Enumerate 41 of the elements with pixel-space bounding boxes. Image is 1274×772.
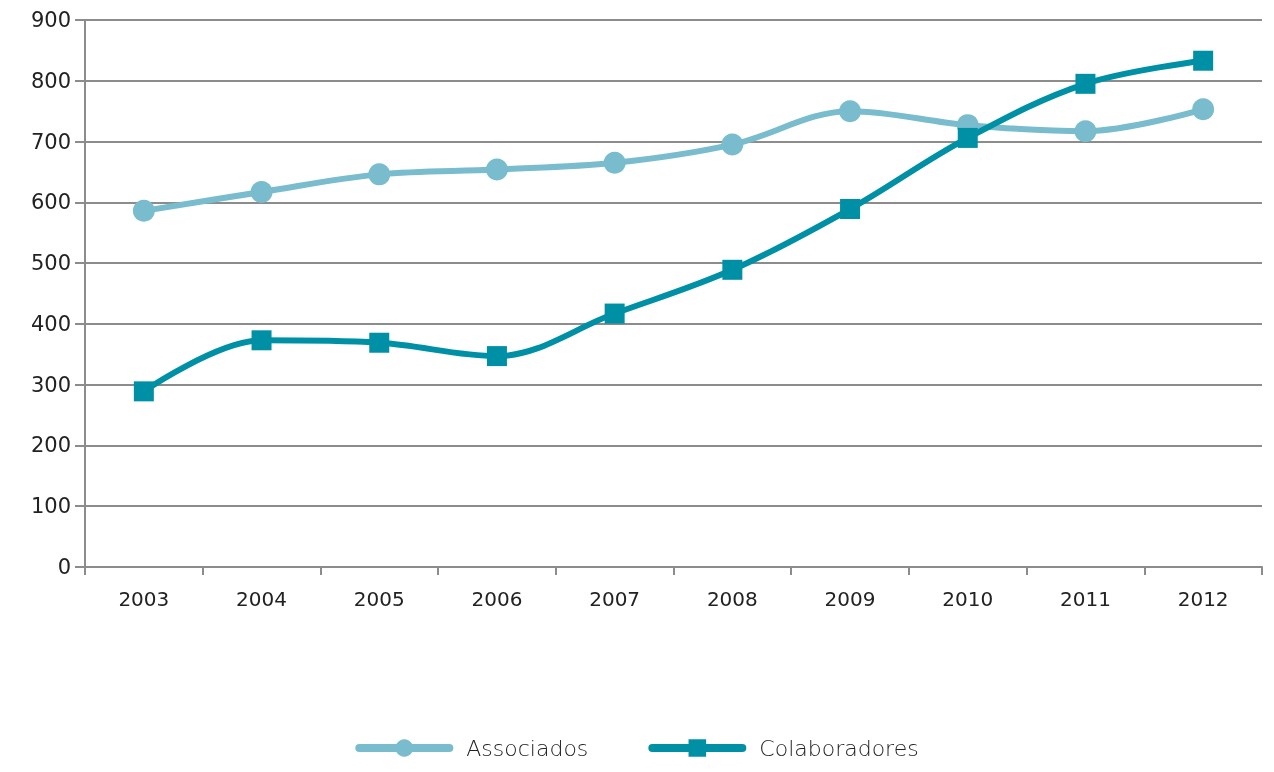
point bbox=[839, 100, 862, 123]
point bbox=[721, 133, 744, 156]
point bbox=[840, 199, 861, 220]
x-tick-label: 2003 bbox=[118, 587, 170, 611]
x-tick-label: 2012 bbox=[1177, 587, 1229, 611]
point bbox=[603, 151, 626, 174]
legend-label: Colaboradores bbox=[759, 735, 919, 761]
point bbox=[1193, 50, 1214, 71]
y-tick-label: 300 bbox=[30, 372, 71, 397]
x-tick-label: 2009 bbox=[824, 587, 876, 611]
point bbox=[251, 330, 272, 351]
x-tick-label: 2011 bbox=[1060, 587, 1111, 611]
y-tick-label: 200 bbox=[30, 433, 71, 458]
x-tick-label: 2006 bbox=[471, 587, 523, 611]
x-tick-label: 2010 bbox=[942, 587, 994, 611]
y-tick-label: 900 bbox=[30, 8, 71, 32]
point bbox=[604, 303, 625, 324]
y-tick-label: 600 bbox=[30, 190, 71, 215]
y-tick-label: 400 bbox=[30, 311, 71, 336]
point bbox=[485, 158, 508, 181]
x-tick-label: 2004 bbox=[236, 587, 287, 611]
point bbox=[368, 163, 391, 186]
point bbox=[132, 199, 155, 222]
x-tick-label: 2007 bbox=[589, 587, 641, 611]
point bbox=[486, 346, 507, 367]
y-tick-label: 500 bbox=[30, 251, 71, 276]
x-tick-label: 2005 bbox=[353, 587, 405, 611]
point bbox=[1075, 73, 1096, 94]
point bbox=[250, 181, 273, 203]
y-tick-label: 800 bbox=[30, 68, 71, 93]
point bbox=[1192, 98, 1215, 121]
point bbox=[133, 381, 154, 402]
point bbox=[722, 259, 743, 280]
legend-label: Associados bbox=[466, 735, 589, 761]
point bbox=[957, 127, 978, 148]
y-tick-label: 700 bbox=[30, 129, 71, 154]
point bbox=[369, 332, 390, 353]
x-tick-label: 2008 bbox=[706, 587, 758, 611]
y-tick-label: 0 bbox=[57, 555, 71, 579]
point bbox=[1074, 120, 1097, 143]
y-tick-label: 100 bbox=[30, 494, 71, 519]
